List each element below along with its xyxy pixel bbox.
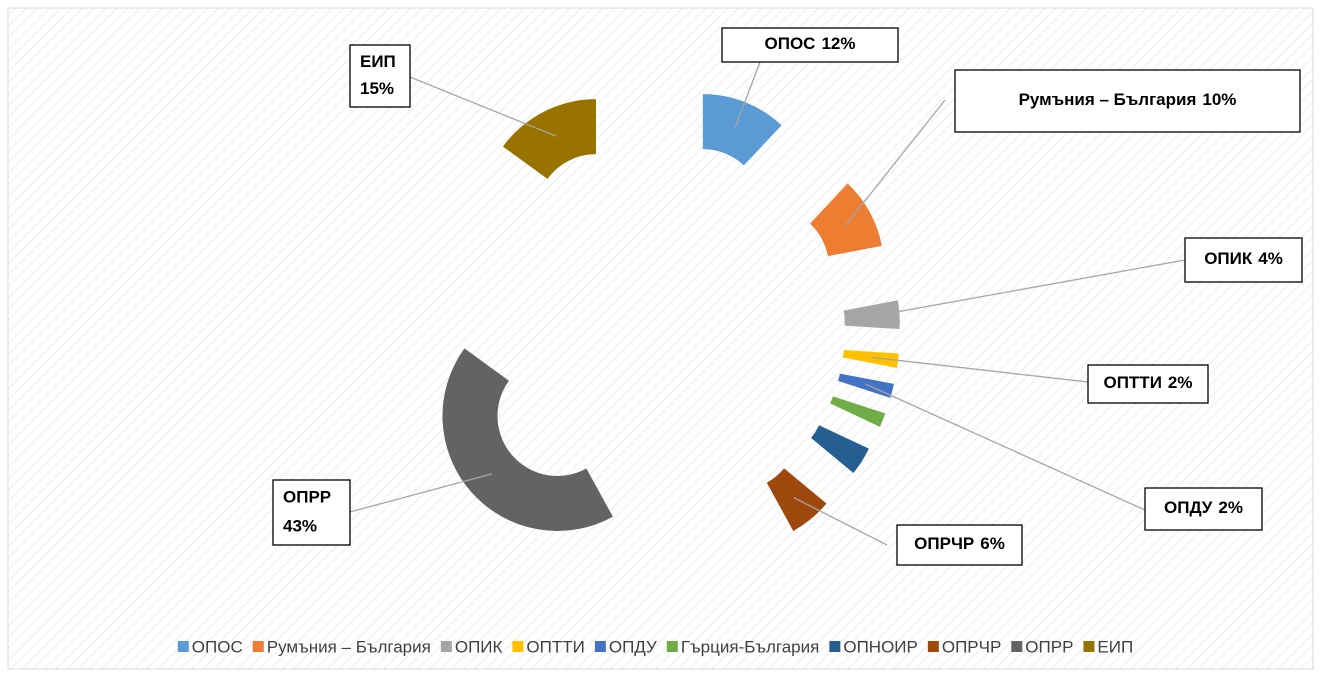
- leader-line: [845, 99, 946, 226]
- data-label: ОПИК 4%: [1204, 249, 1283, 268]
- legend-label: ЕИП: [1097, 637, 1133, 656]
- leader-line: [871, 259, 1186, 317]
- legend-label: ОПИК: [455, 637, 503, 656]
- data-label-box: [1144, 487, 1263, 531]
- doughnut-segment: [702, 94, 782, 166]
- legend-swatch: [829, 641, 841, 652]
- data-label-name: ОПРР: [283, 488, 331, 507]
- doughnut-segment: [809, 183, 882, 257]
- data-label-value: 2%: [1168, 373, 1193, 392]
- doughnut-segment: [842, 350, 899, 368]
- doughnut-segment: [442, 348, 613, 531]
- legend-swatch: [440, 641, 452, 652]
- data-label-name: ОПРЧР: [914, 534, 974, 553]
- data-label-value: 4%: [1258, 249, 1283, 268]
- data-label: ОПРЧР 6%: [914, 534, 1005, 553]
- legend-label: ОПДУ: [609, 637, 657, 656]
- legend-swatch: [512, 641, 524, 652]
- data-label-name: ЕИП: [360, 52, 396, 71]
- doughnut-segment: [837, 373, 894, 398]
- legend-swatch: [1011, 641, 1023, 652]
- data-label: ОПДУ 2%: [1164, 498, 1243, 517]
- leader-line: [793, 497, 888, 546]
- legend-label: Румъния – България: [267, 637, 431, 656]
- doughnut-segment: [810, 425, 869, 473]
- leader-line: [865, 383, 1146, 511]
- data-label-value: 43%: [283, 516, 317, 535]
- doughnut-segment: [502, 99, 596, 179]
- doughnut-segment: [843, 300, 900, 330]
- data-label: Румъния – България 10%: [1019, 90, 1237, 109]
- legend-swatch: [177, 641, 189, 652]
- legend-label: ОПРР: [1025, 637, 1073, 656]
- legend-swatch: [1083, 641, 1095, 652]
- data-label-box: [896, 524, 1023, 566]
- legend-label: ОПОС: [192, 637, 243, 656]
- legend-swatch: [252, 641, 264, 652]
- data-label-name: Румъния – България: [1019, 90, 1197, 109]
- data-label-value: 6%: [980, 534, 1005, 553]
- data-label-value: 2%: [1218, 498, 1243, 517]
- legend-swatch: [927, 641, 939, 652]
- data-label: ОПОС 12%: [765, 34, 856, 53]
- data-label-box: [1087, 364, 1209, 404]
- leader-line: [734, 61, 761, 129]
- legend-swatch: [666, 641, 678, 652]
- data-label-name: ОПОС: [765, 34, 816, 53]
- data-label-box: [349, 44, 411, 108]
- data-label-box: [721, 27, 899, 63]
- data-label-box: [954, 69, 1301, 133]
- data-label-box: [272, 479, 351, 546]
- legend-label: Гърция-България: [681, 637, 820, 656]
- leader-line: [409, 76, 557, 137]
- data-label-value: 12%: [821, 34, 855, 53]
- leader-line: [349, 473, 493, 513]
- legend-label: ОПРЧР: [942, 637, 1001, 656]
- data-label-value: 15%: [360, 79, 394, 98]
- data-label-value: 10%: [1202, 90, 1236, 109]
- data-label-name: ОПТТИ: [1103, 373, 1161, 392]
- legend-label: ОПНОИР: [843, 637, 918, 656]
- leader-line: [870, 356, 1089, 383]
- doughnut-segment: [830, 396, 886, 427]
- legend-swatch: [594, 641, 606, 652]
- data-label: ОПТТИ 2%: [1103, 373, 1192, 392]
- data-label-name: ОПИК: [1204, 249, 1253, 268]
- data-label-box: [1184, 237, 1303, 283]
- data-label-name: ОПДУ: [1164, 498, 1213, 517]
- legend-label: ОПТТИ: [526, 637, 584, 656]
